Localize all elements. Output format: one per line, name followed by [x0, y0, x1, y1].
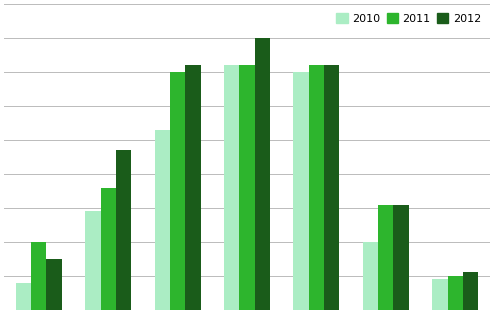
- Bar: [309, 65, 324, 310]
- Bar: [378, 204, 393, 310]
- Bar: [116, 150, 131, 310]
- Legend: 2010, 2011, 2012: 2010, 2011, 2012: [333, 10, 484, 27]
- Bar: [85, 211, 101, 310]
- Bar: [101, 187, 116, 310]
- Bar: [170, 72, 185, 310]
- Bar: [363, 242, 378, 310]
- Bar: [293, 72, 309, 310]
- Bar: [240, 65, 254, 310]
- Bar: [393, 204, 409, 310]
- Bar: [46, 259, 62, 310]
- Bar: [155, 130, 170, 310]
- Bar: [254, 38, 270, 310]
- Bar: [463, 273, 478, 310]
- Bar: [185, 65, 201, 310]
- Bar: [448, 276, 463, 310]
- Bar: [224, 65, 240, 310]
- Bar: [16, 283, 31, 310]
- Bar: [324, 65, 339, 310]
- Bar: [432, 279, 448, 310]
- Bar: [31, 242, 46, 310]
